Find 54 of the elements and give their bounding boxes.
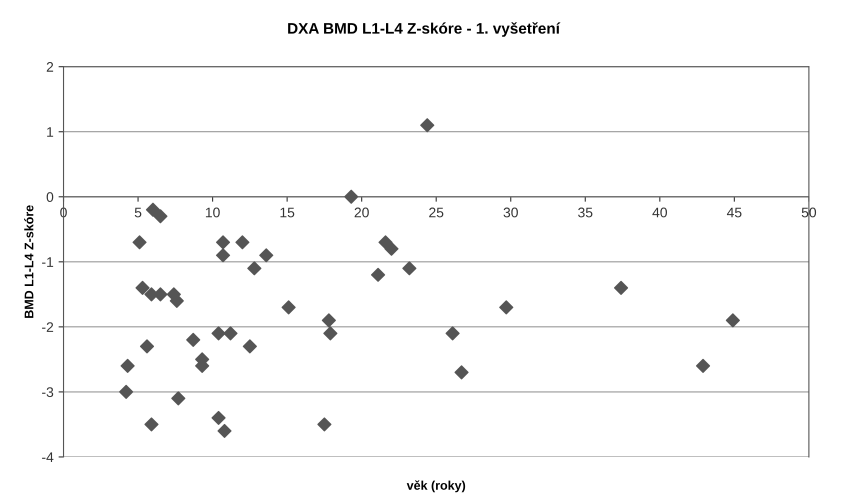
point: [119, 384, 134, 399]
chart-title: DXA BMD L1-L4 Z-skóre - 1. vyšetření: [288, 22, 560, 37]
point: [282, 300, 296, 314]
point: [144, 417, 159, 432]
point: [454, 365, 469, 380]
point: [242, 339, 257, 354]
point: [217, 424, 232, 438]
x-tick-label: 30: [504, 208, 518, 218]
point: [146, 202, 160, 217]
y-tick-label: -2: [42, 322, 54, 332]
point: [247, 261, 262, 276]
x-tick-label: 45: [726, 208, 742, 218]
point: [344, 190, 358, 204]
point: [259, 248, 274, 262]
point: [446, 326, 460, 340]
y-tick-label: 2: [46, 62, 54, 72]
point: [317, 417, 332, 432]
point: [140, 339, 154, 354]
point: [120, 358, 135, 373]
point: [212, 326, 226, 340]
y-tick-label: -1: [42, 257, 54, 267]
point: [499, 300, 514, 314]
y-axis-title: BMD L1-L4 Z-skóre: [24, 205, 34, 318]
point: [323, 326, 338, 340]
x-axis-title: věk (roky): [406, 480, 466, 492]
point: [402, 261, 416, 276]
point: [212, 410, 226, 425]
x-tick-label: 20: [354, 208, 369, 218]
point: [726, 313, 740, 328]
point: [614, 280, 628, 295]
x-tick-label: 10: [206, 208, 220, 218]
y-tick-label: 0: [46, 192, 54, 202]
point: [153, 209, 168, 224]
point: [235, 235, 250, 250]
point: [371, 268, 386, 282]
x-tick-label: 25: [429, 208, 444, 218]
y-tick-label: -4: [42, 452, 54, 462]
point: [216, 235, 230, 250]
point: [322, 313, 336, 328]
point: [420, 118, 434, 132]
point: [223, 326, 238, 340]
x-tick-label: 35: [578, 208, 592, 218]
x-tick-label: 5: [134, 208, 142, 218]
y-tick-label: 1: [47, 127, 54, 137]
point: [171, 391, 186, 406]
point: [696, 358, 710, 373]
point: [384, 242, 399, 256]
y-tick-label: -3: [42, 387, 54, 398]
x-tick-label: 40: [652, 208, 667, 218]
x-tick-label: 15: [280, 208, 294, 218]
point: [186, 332, 200, 347]
point: [135, 280, 150, 295]
point: [132, 235, 147, 250]
point: [216, 248, 230, 262]
